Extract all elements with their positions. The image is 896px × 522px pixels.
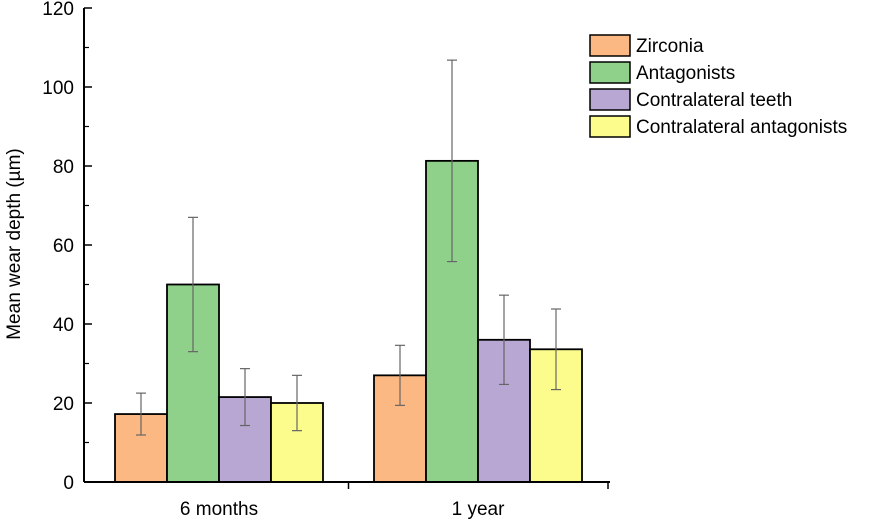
legend-swatch-contralateral-antagonists [589,115,631,138]
legend-label-contralateral-antagonists: Contralateral antagonists [636,117,847,138]
legend-swatch-antagonists [589,61,631,84]
y-tick-label-0: 0 [63,473,74,494]
error-bars-layer [136,59,561,436]
y-tick-label-100: 100 [42,78,74,99]
bars-layer [114,159,583,483]
y-tick-label-80: 80 [53,157,74,178]
legend: Zirconia Antagonists Contralateral teeth Co… [589,34,847,138]
legend-swatch-contralateral-teeth [589,88,631,111]
y-tick-label-20: 20 [53,394,74,415]
legend-swatch-zirconia [589,34,631,57]
y-tick-label-120: 120 [42,0,74,20]
axes-layer: 0 20 40 60 80 100 120 6 months 1 year [42,0,610,520]
legend-label-contralateral-teeth: Contralateral teeth [636,90,792,111]
y-tick-label-40: 40 [53,315,74,336]
bar-contralateral-antagonists-6-months [270,402,324,483]
legend-label-antagonists: Antagonists [636,63,735,84]
x-tick-label-1-year: 1 year [452,499,505,520]
y-tick-label-60: 60 [53,236,74,257]
legend-label-zirconia: Zirconia [636,36,704,57]
x-tick-label-6-months: 6 months [180,499,258,520]
y-axis-title: Mean wear depth (µm) [4,148,25,340]
